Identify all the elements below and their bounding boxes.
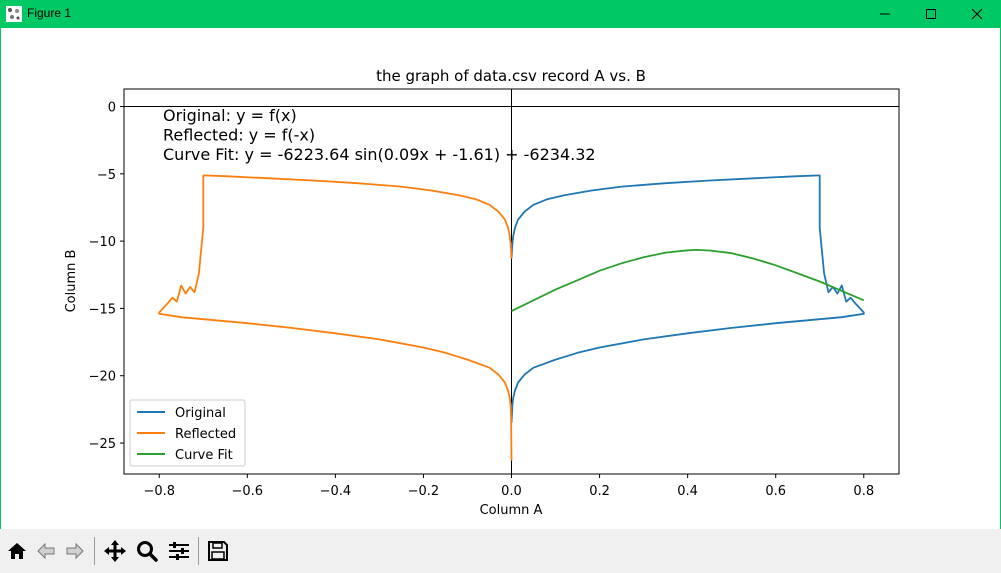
x-tick-label: −0.2 bbox=[408, 484, 440, 499]
zoom-button[interactable] bbox=[133, 536, 161, 566]
x-tick-label: −0.4 bbox=[320, 484, 352, 499]
y-tick-label: −25 bbox=[89, 437, 116, 452]
y-axis-label: Column B bbox=[64, 250, 79, 313]
back-arrow-icon bbox=[37, 542, 55, 560]
legend-label: Original bbox=[175, 406, 226, 421]
pan-button[interactable] bbox=[101, 536, 129, 566]
legend-label: Curve Fit bbox=[175, 448, 233, 463]
series-line-curve-fit bbox=[511, 248, 865, 312]
close-icon bbox=[971, 8, 983, 20]
x-tick-label: −0.8 bbox=[143, 484, 175, 499]
x-axis-label: Column A bbox=[480, 503, 543, 518]
configure-subplots-icon bbox=[169, 542, 189, 560]
save-disk-icon bbox=[208, 541, 228, 561]
pan-move-icon bbox=[104, 540, 126, 562]
window-titlebar: Figure 1 bbox=[0, 0, 1001, 28]
toolbar-separator bbox=[94, 537, 95, 565]
configure-subplots-button[interactable] bbox=[165, 536, 193, 566]
x-tick-label: 0.6 bbox=[765, 484, 786, 499]
matplotlib-figure-icon bbox=[6, 6, 22, 22]
y-tick-label: −20 bbox=[89, 370, 116, 385]
chart: the graph of data.csv record A vs. B −0.… bbox=[64, 67, 900, 518]
maximize-icon bbox=[926, 9, 936, 19]
x-tick-label: −0.6 bbox=[232, 484, 264, 499]
y-tick-label: −15 bbox=[89, 302, 116, 317]
legend: Original Reflected Curve Fit bbox=[129, 399, 246, 467]
minimize-button[interactable] bbox=[862, 0, 908, 28]
x-tick-label: 0.8 bbox=[853, 484, 874, 499]
x-tick-label: 0.2 bbox=[589, 484, 610, 499]
home-button[interactable] bbox=[3, 536, 31, 566]
y-tick-label: −5 bbox=[97, 168, 116, 183]
legend-box bbox=[129, 399, 246, 467]
annotation-text: Original: y = f(x) bbox=[163, 106, 297, 125]
navigation-toolbar bbox=[0, 529, 1001, 573]
forward-arrow-icon bbox=[66, 542, 84, 560]
annotation-text: Reflected: y = f(-x) bbox=[163, 126, 315, 145]
x-tick-label: 0.4 bbox=[677, 484, 698, 499]
y-tick-label: −10 bbox=[89, 235, 116, 250]
back-button[interactable] bbox=[32, 536, 60, 566]
zoom-magnifier-icon bbox=[137, 541, 158, 562]
series-line-reflected bbox=[158, 174, 513, 461]
annotation-text: Curve Fit: y = -6223.64 sin(0.09x + -1.6… bbox=[163, 145, 596, 164]
y-tick-label: 0 bbox=[108, 101, 116, 116]
toolbar-separator bbox=[198, 537, 199, 565]
home-icon bbox=[8, 543, 26, 559]
forward-button[interactable] bbox=[61, 536, 89, 566]
maximize-button[interactable] bbox=[908, 0, 954, 28]
save-button[interactable] bbox=[204, 536, 232, 566]
minimize-icon bbox=[880, 13, 890, 15]
chart-title: the graph of data.csv record A vs. B bbox=[376, 67, 646, 85]
close-button[interactable] bbox=[954, 0, 1000, 28]
x-tick-label: 0.0 bbox=[501, 484, 522, 499]
legend-label: Reflected bbox=[175, 427, 236, 442]
series-line-original bbox=[510, 174, 865, 423]
window-title: Figure 1 bbox=[27, 6, 72, 20]
